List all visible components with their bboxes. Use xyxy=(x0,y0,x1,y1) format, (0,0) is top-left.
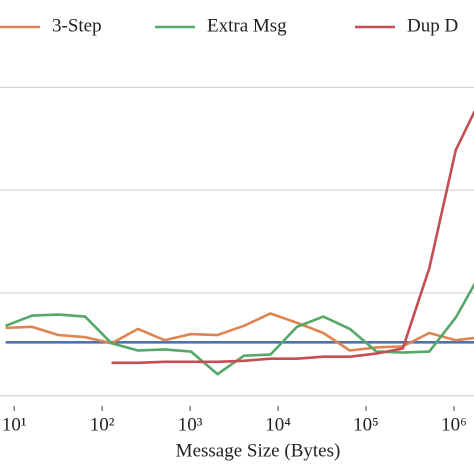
x-tick-label: 10³ xyxy=(178,414,203,435)
legend-label: Extra Msg xyxy=(207,15,287,36)
x-tick-label: 10⁴ xyxy=(265,414,291,435)
plot-area xyxy=(5,109,474,376)
legend: 3-Step Extra Msg Dup D xyxy=(0,15,458,36)
x-tick-label: 10¹ xyxy=(2,414,27,435)
legend-label: 3-Step xyxy=(52,15,102,36)
legend-label: Dup D xyxy=(407,15,458,36)
x-axis-label: Message Size (Bytes) xyxy=(176,440,341,461)
series-line xyxy=(5,282,474,376)
x-tick-label: 10⁶ xyxy=(441,414,467,435)
x-tick-label: 10⁵ xyxy=(353,414,379,435)
grid: 10¹ 10² 10³ 10⁴ 10⁵ 10⁶ xyxy=(0,86,474,435)
x-tick-label: 10² xyxy=(90,414,115,435)
series-line xyxy=(111,109,474,365)
